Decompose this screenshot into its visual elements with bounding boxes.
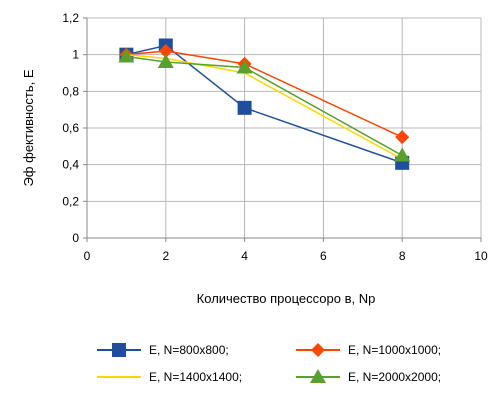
x-axis-title: Количество процессоро в, Np	[197, 291, 376, 306]
y-tick-label: 0,8	[62, 84, 79, 98]
legend-item: E, N=2000x2000;	[296, 369, 441, 384]
legend-item: E, N=1400x1400;	[97, 370, 242, 384]
y-tick-labels: 0 0,2 0,4 0,6 0,8 1 1,2	[62, 11, 79, 245]
data-point	[157, 54, 174, 68]
y-tick-label: 0	[72, 231, 79, 245]
y-tick-label: 1,2	[62, 11, 79, 25]
axes	[83, 17, 482, 242]
x-tick-label: 2	[162, 249, 169, 263]
y-tick-label: 0,6	[62, 121, 79, 135]
legend: E, N=800x800; E, N=1000x1000; E, N=1400x14…	[97, 343, 441, 384]
data-point	[237, 100, 252, 115]
legend-label: E, N=1400x1400;	[149, 370, 242, 384]
data-point	[158, 44, 173, 58]
x-tick-labels: 0 2 4 6 8 10	[84, 249, 488, 263]
data-point	[394, 147, 411, 162]
legend-label: E, N=1000x1000;	[348, 343, 441, 357]
y-tick-label: 0,4	[62, 158, 79, 172]
x-tick-label: 6	[320, 249, 327, 263]
series-line	[126, 50, 403, 138]
series-line	[126, 53, 403, 160]
data-point	[236, 59, 253, 74]
y-tick-label: 1	[72, 48, 79, 62]
legend-item: E, N=800x800;	[97, 343, 229, 357]
y-tick-label: 0,2	[62, 194, 79, 208]
legend-marker	[310, 369, 326, 383]
series-3	[126, 53, 403, 160]
x-tick-label: 0	[84, 249, 91, 263]
y-axis-title: Эф фективность, E	[21, 69, 36, 186]
legend-marker	[112, 343, 126, 357]
legend-marker	[311, 343, 325, 357]
series-line	[126, 44, 403, 164]
x-tick-label: 8	[399, 249, 406, 263]
data-point	[395, 130, 410, 145]
legend-item: E, N=1000x1000;	[296, 343, 441, 357]
legend-label: E, N=800x800;	[149, 343, 229, 357]
series-4	[118, 48, 411, 162]
series-group	[118, 38, 411, 170]
legend-label: E, N=2000x2000;	[348, 370, 441, 384]
x-tick-label: 10	[474, 249, 488, 263]
series-line	[126, 55, 403, 157]
x-tick-label: 4	[241, 249, 248, 263]
data-point	[118, 48, 135, 63]
